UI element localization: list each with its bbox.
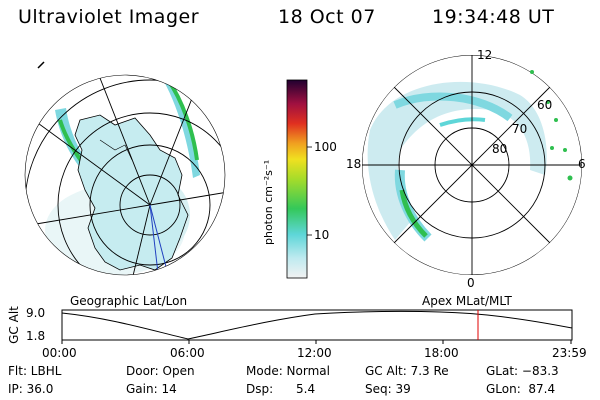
polar-satellite-dots (530, 70, 573, 181)
lat-label-60: 60 (537, 98, 553, 112)
status-glat: GLat: −83.3 (486, 364, 559, 378)
left-map-caption: Geographic Lat/Lon (70, 294, 188, 308)
timeline-y-title: GC Alt (7, 306, 21, 344)
right-map-caption: Apex MLat/MLT (422, 294, 512, 308)
colorbar-unit-label: photon cm⁻²s⁻¹ (262, 159, 275, 245)
status-door: Door: Open (126, 364, 195, 378)
timeline-ytick-9: 9.0 (26, 306, 46, 320)
status-glon: GLon: 87.4 (486, 382, 556, 396)
status-dsp: Dsp: 5.4 (246, 382, 316, 396)
mlt-label-0: 0 (467, 276, 475, 290)
timeline-xtick-1200: 12:00 (297, 346, 332, 360)
polar-map (362, 55, 582, 275)
date-label: 18 Oct 07 (278, 6, 376, 28)
colorbar-tick-100: 100 (314, 140, 337, 154)
mlt-label-6: 6 (578, 157, 586, 171)
status-gain: Gain: 14 (126, 382, 177, 396)
status-ip: IP: 36.0 (8, 382, 54, 396)
timeline-xtick-0000: 00:00 (42, 346, 77, 360)
north-tick-icon (37, 61, 45, 69)
altitude-curve (61, 310, 573, 340)
left-map-border (24, 74, 226, 276)
status-flt: Flt: LBHL (8, 364, 62, 378)
colorbar-tick-10: 10 (314, 228, 330, 242)
mlt-label-18: 18 (346, 157, 362, 171)
mlt-label-12: 12 (477, 48, 493, 62)
time-label: 19:34:48 UT (432, 6, 555, 28)
timeline-xtick-1800: 18:00 (424, 346, 459, 360)
lat-label-70: 70 (512, 122, 528, 136)
instrument-title: Ultraviolet Imager (18, 6, 200, 28)
geographic-map (25, 75, 225, 275)
timeline-xtick-0600: 06:00 (170, 346, 205, 360)
timeline-frame (61, 309, 573, 341)
timeline-ytick-1-8: 1.8 (26, 329, 46, 343)
lat-label-80: 80 (492, 142, 508, 156)
status-mode: Mode: Normal (246, 364, 330, 378)
timeline-xtick-2359: 23:59 (552, 346, 587, 360)
status-seq: Seq: 39 (365, 382, 411, 396)
status-gc-alt: GC Alt: 7.3 Re (365, 364, 449, 378)
colorbar (286, 79, 308, 279)
